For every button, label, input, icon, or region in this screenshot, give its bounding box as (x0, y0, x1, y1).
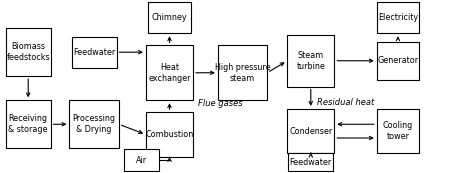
FancyBboxPatch shape (6, 100, 51, 148)
Text: Combustion: Combustion (146, 130, 194, 139)
Text: Chimney: Chimney (152, 13, 187, 22)
Text: High pressure
steam: High pressure steam (215, 63, 270, 83)
Text: Generator: Generator (377, 56, 419, 65)
FancyBboxPatch shape (287, 109, 334, 153)
Text: Flue gases: Flue gases (198, 99, 242, 108)
FancyBboxPatch shape (146, 112, 193, 157)
Text: Electricity: Electricity (378, 13, 418, 22)
Text: Condenser: Condenser (289, 127, 332, 136)
FancyBboxPatch shape (218, 45, 267, 100)
Text: Feedwater: Feedwater (73, 48, 115, 57)
FancyBboxPatch shape (72, 37, 117, 68)
FancyBboxPatch shape (6, 28, 51, 76)
Text: Steam
turbine: Steam turbine (296, 51, 325, 71)
FancyBboxPatch shape (377, 42, 419, 80)
FancyBboxPatch shape (146, 45, 193, 100)
Text: Cooling
tower: Cooling tower (383, 121, 413, 141)
FancyBboxPatch shape (289, 153, 333, 171)
FancyBboxPatch shape (377, 109, 419, 153)
FancyBboxPatch shape (69, 100, 119, 148)
Text: Residual heat: Residual heat (317, 98, 374, 107)
FancyBboxPatch shape (124, 149, 159, 171)
FancyBboxPatch shape (377, 2, 419, 33)
Text: Air: Air (136, 156, 147, 165)
Text: Heat
exchanger: Heat exchanger (148, 63, 191, 83)
Text: Receiving
& storage: Receiving & storage (9, 114, 48, 134)
Text: Feedwater: Feedwater (290, 157, 332, 166)
FancyBboxPatch shape (148, 2, 191, 33)
Text: Processing
& Drying: Processing & Drying (73, 114, 116, 134)
Text: Biomass
feedstocks: Biomass feedstocks (6, 42, 50, 62)
FancyBboxPatch shape (287, 35, 334, 86)
